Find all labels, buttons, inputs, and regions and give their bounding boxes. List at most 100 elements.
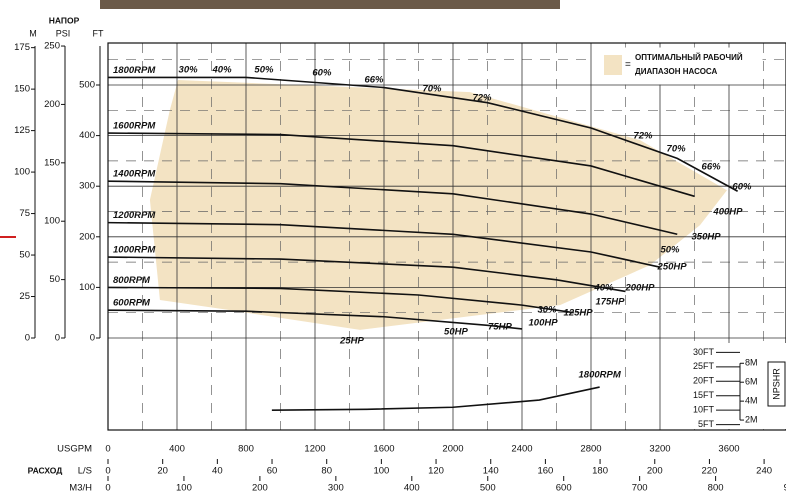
- rpm-label: 1200RPM: [113, 210, 156, 221]
- annotation: 400HP: [712, 207, 743, 218]
- x-tick-label: 180: [592, 466, 608, 477]
- y-axis-name: PSI: [56, 28, 71, 38]
- x-axis-name: M3/H: [69, 483, 92, 491]
- annotation: 50HP: [444, 326, 468, 337]
- annotation: 50%: [660, 244, 680, 255]
- y-tick-label: 25: [19, 291, 30, 302]
- npshr-title-box: [767, 361, 786, 407]
- x-tick-label: 100: [373, 466, 389, 477]
- annotation: 66%: [364, 74, 384, 85]
- x-tick-label: 200: [647, 466, 663, 477]
- x-tick-label: 2800: [580, 444, 601, 455]
- y-tick-label: 0: [25, 333, 30, 344]
- rpm-label: 800RPM: [113, 275, 151, 286]
- y-tick-label: 0: [90, 333, 95, 344]
- y-tick-label: 175: [14, 42, 30, 53]
- annotation: 72%: [472, 93, 492, 104]
- x-axis-name: L/S: [78, 466, 92, 477]
- y-tick-label: 125: [14, 125, 30, 136]
- x-tick-label: 0: [105, 466, 110, 477]
- npshr-tick-label: 25FT: [693, 361, 715, 371]
- y-axis-name: FT: [93, 28, 104, 38]
- x-axis-name: USGPM: [57, 444, 92, 455]
- x-tick-label: 3600: [718, 444, 739, 455]
- y-tick-label: 75: [19, 208, 30, 219]
- legend-label: ОПТИМАЛЬНЫЙ РАБОЧИЙ: [635, 53, 743, 62]
- x-tick-label: 600: [556, 483, 572, 491]
- y-title: НАПОР: [49, 15, 80, 25]
- npshr-title: NPSHR: [771, 368, 781, 400]
- npshr-series-label: 1800RPM: [579, 370, 622, 381]
- x-tick-label: 240: [756, 466, 772, 477]
- npshr-tick-label: 20FT: [693, 376, 715, 386]
- x-tick-label: 800: [238, 444, 254, 455]
- x-tick-label: 80: [321, 466, 332, 477]
- x-tick-label: 120: [428, 466, 444, 477]
- x-tick-label: 40: [212, 466, 223, 477]
- photo-strip: [100, 0, 560, 9]
- npshr-tick-label: 30FT: [693, 347, 715, 357]
- npshr-tick-label: 8M: [745, 358, 758, 368]
- annotation: 72%: [633, 131, 653, 142]
- rpm-curve: [108, 221, 661, 268]
- y-tick-label: 150: [14, 84, 30, 95]
- annotation: 30%: [179, 64, 199, 75]
- y-tick-label: 250: [44, 41, 60, 52]
- annotation: 70%: [422, 84, 442, 95]
- npshr-tick-label: 2M: [745, 414, 758, 424]
- npshr-box: [688, 343, 786, 429]
- annotation: 40%: [593, 282, 614, 293]
- y-tick-label: 0: [55, 333, 60, 344]
- annotation: 40%: [212, 64, 233, 75]
- optimal-region: [149, 79, 727, 330]
- annotation: 25HP: [339, 336, 364, 347]
- x-tick-label: 400: [169, 444, 185, 455]
- rpm-curve: [108, 256, 626, 293]
- curves: [108, 76, 739, 330]
- y-tick-label: 50: [49, 274, 60, 285]
- y-tick-label: 400: [79, 130, 95, 141]
- x-tick-label: 0: [105, 444, 110, 455]
- y-tick-label: 100: [79, 282, 95, 293]
- y-tick-label: 150: [44, 157, 60, 168]
- y-tick-label: 500: [79, 80, 95, 91]
- x-tick-label: 2400: [511, 444, 532, 455]
- annotation: 60%: [732, 182, 752, 193]
- x-tick-label: 1600: [373, 444, 394, 455]
- annotation: 100HP: [529, 317, 559, 328]
- x-tick-label: 60: [267, 466, 278, 477]
- rpm-label: 1600RPM: [113, 121, 156, 132]
- x-tick-label: 1200: [304, 444, 325, 455]
- npshr-tick-label: 6M: [745, 377, 758, 387]
- annotation: 75HP: [488, 321, 512, 332]
- npshr-tick-label: 15FT: [693, 390, 715, 400]
- x-tick-label: 0: [105, 483, 110, 491]
- y-tick-label: 200: [79, 231, 95, 242]
- annotation: 60%: [312, 67, 332, 78]
- rpm-curve: [108, 132, 695, 198]
- x-tick-label: 500: [480, 483, 496, 491]
- y-tick-label: 100: [14, 167, 30, 178]
- y-tick-label: 50: [19, 250, 30, 261]
- x-tick-label: 220: [701, 466, 717, 477]
- rpm-curve: [108, 286, 574, 314]
- rpm-curve: [108, 76, 739, 192]
- x-tick-label: 160: [537, 466, 553, 477]
- npshr-tick-label: 10FT: [693, 405, 715, 415]
- x-tick-label: 2000: [442, 444, 463, 455]
- annotation: 175HP: [595, 297, 625, 308]
- y-tick-label: 200: [44, 99, 60, 110]
- x-tick-label: 700: [632, 483, 648, 491]
- annotation: 125HP: [564, 308, 594, 319]
- x-tick-label: 400: [404, 483, 420, 491]
- x-tick-label: 200: [252, 483, 268, 491]
- annotation: 66%: [702, 161, 722, 172]
- npshr-tick-label: 4M: [745, 396, 758, 406]
- x-tick-label: 300: [328, 483, 344, 491]
- legend-swatch: [604, 55, 622, 75]
- annotation: 70%: [667, 143, 687, 154]
- x-tick-label: 3200: [649, 444, 670, 455]
- annotation: 350HP: [692, 231, 722, 242]
- x-tick-label: 100: [176, 483, 192, 491]
